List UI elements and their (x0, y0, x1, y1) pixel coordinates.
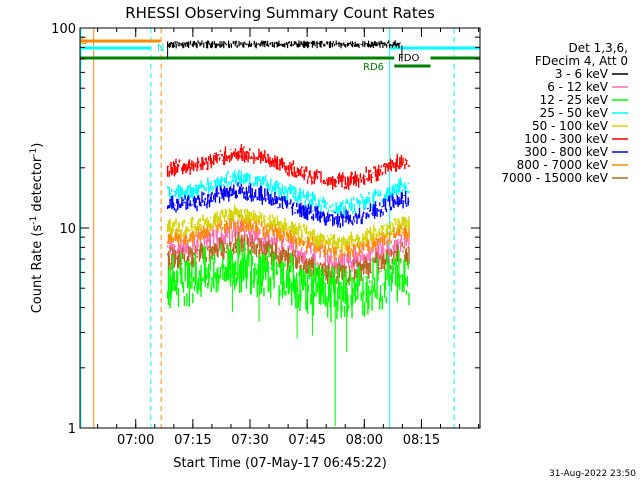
legend-label-4: 25 - 50 keV (540, 106, 609, 120)
axis-layer: 1 10 100 07:00 07:15 07:30 07:45 08:00 08:15 (51, 22, 480, 448)
y-tick-label: 10 (59, 222, 76, 237)
legend-label-3: 12 - 25 keV (540, 93, 609, 107)
annotation-n: N (157, 43, 164, 54)
x-tick-label: 07:30 (231, 433, 268, 448)
x-tick-label: 07:45 (288, 433, 325, 448)
y-tick-label: 100 (51, 22, 76, 37)
legend-header-line-2: FDecim 4, Att 0 (535, 54, 628, 68)
y-axis-label: Count Rate (s-1 detector-1) (29, 143, 45, 314)
annotation-fdo: FDO (398, 53, 419, 64)
series-line-3 (166, 237, 410, 323)
data-layer: S N RD6 FDO (80, 28, 480, 428)
series-line-4 (166, 169, 410, 217)
legend-label-8: 800 - 7000 keV (517, 158, 609, 172)
y-tick-label: 1 (68, 422, 76, 437)
x-tick-label: 07:15 (174, 433, 211, 448)
legend-label-2: 6 - 12 keV (547, 80, 609, 94)
y-axis-label-sup: -1 (29, 216, 39, 225)
series-line-8 (166, 213, 410, 261)
chart-title: RHESSI Observing Summary Count Rates (125, 4, 435, 22)
legend-label-9: 7000 - 15000 keV (501, 171, 608, 185)
y-axis-label-sup2: -1 (29, 148, 39, 157)
x-tick-label: 08:15 (403, 433, 440, 448)
series-line-7 (166, 182, 410, 228)
footer-timestamp: 31-Aug-2022 23:50 (549, 469, 636, 479)
legend-header-line-1: Det 1,3,6, (569, 41, 629, 55)
y-axis-label-mid: detector (30, 156, 45, 216)
legend-label-7: 300 - 800 keV (524, 145, 608, 159)
x-tick-label: 07:00 (117, 433, 154, 448)
annotation-s: S (81, 36, 87, 47)
y-axis-label-end: ) (30, 143, 45, 148)
y-axis-label-main: Count Rate (s (30, 225, 45, 314)
legend-label-1: 3 - 6 keV (555, 67, 609, 81)
annotation-rd6: RD6 (363, 62, 384, 73)
series-line-6 (166, 144, 410, 190)
x-axis-label: Start Time (07-May-17 06:45:22) (173, 456, 387, 471)
x-tick-label: 08:00 (346, 433, 383, 448)
series-line-5 (166, 204, 410, 251)
series-line-1 (167, 40, 401, 49)
legend-label-6: 100 - 300 keV (524, 132, 608, 146)
legend-label-5: 50 - 100 keV (532, 119, 609, 133)
